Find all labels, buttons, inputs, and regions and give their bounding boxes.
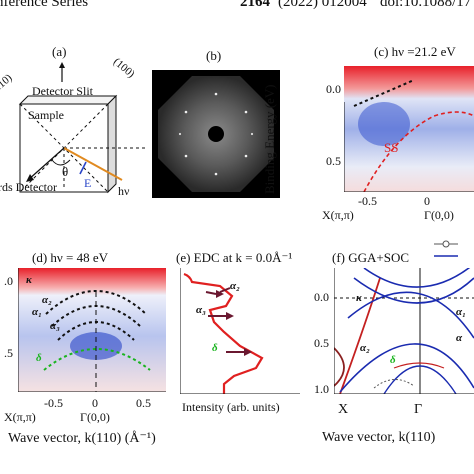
panel-d-xtick-1: 0 (92, 396, 98, 410)
panel-e-xlabel: Intensity (arb. units) (182, 400, 280, 414)
xaxis-label: Wave vector, k(110) (Å⁻¹) (8, 431, 156, 446)
detector-slit-label: Detector Slit (32, 84, 93, 98)
panel-e-band-alpha3: α₃ (196, 304, 206, 316)
panel-c-xpoint-X: X(π,π) (322, 208, 354, 222)
xaxis-label-f: Wave vector, k(110) (322, 430, 436, 445)
hv-label: hν (118, 184, 130, 198)
panel-b-label: (b) (206, 48, 222, 63)
panel-e-band-alpha2: α₂ (230, 280, 240, 292)
panel-d-band-alpha2: α₂ (42, 294, 52, 306)
panel-c-ytick-1: 0.5 (326, 154, 341, 168)
panel-c-xtick-1: 0 (424, 194, 430, 208)
panel-e-band-delta: δ (212, 342, 218, 354)
panel-e-arrows (205, 287, 252, 356)
panel-d-band-alpha1: α₁ (32, 306, 42, 318)
panel-f-ytick-2: 1.0 (314, 382, 329, 396)
panel-c-ytick-0: 0.0 (326, 82, 341, 96)
panel-f-band-alpha: α (456, 332, 463, 344)
panel-c-arpes-map (344, 66, 474, 192)
panel-c-xpoint-Gamma: Γ(0,0) (424, 208, 454, 222)
panel-d-band-alpha3: α₃ (50, 320, 60, 332)
panel-d-xtick-2: 0.5 (136, 396, 151, 410)
panel-f-ytick-1: 0.5 (314, 336, 329, 350)
panel-f-ytick-0: 0.0 (314, 290, 329, 304)
panel-c-xtick-0: -0.5 (358, 194, 377, 208)
panel-e-edc-curve (180, 268, 300, 394)
journal-year-page: (2022) 012004 (278, 0, 367, 10)
panel-d-band-delta: δ (36, 352, 42, 364)
panel-f-xpoint-X: X (338, 402, 349, 417)
panel-f-title: (f) GGA+SOC (332, 250, 410, 265)
journal-series: nference Series (0, 0, 89, 10)
panel-c-ylabel: Binding Energy (eV) (262, 84, 277, 194)
panel-f-legend (434, 240, 458, 257)
panel-f-band-kappa: κ (356, 292, 362, 304)
panel-f-band-structure (334, 268, 474, 394)
journal-doi: doi:10.1088/17 (380, 0, 472, 10)
leed-pattern (152, 70, 280, 198)
panel-d-ytick-0: .0 (4, 274, 13, 288)
panel-d-ytick-1: .5 (4, 346, 13, 360)
panel-e-title: (e) EDC at k = 0.0Å⁻¹ (176, 250, 293, 265)
panel-d-xpoint-Gamma: Γ(0,0) (80, 410, 110, 424)
efield-label: E (84, 176, 92, 190)
panel-d-arpes-map (18, 268, 166, 392)
journal-volume: 2164 (240, 0, 270, 10)
theta-label: θ (62, 164, 69, 179)
detector-label: rds Detector (0, 180, 57, 194)
panel-d-band-kappa: κ (26, 274, 32, 286)
panel-f-xpoint-Gamma: Γ (414, 402, 423, 417)
panel-f-band-alpha2: α₂ (360, 342, 370, 354)
sample-label: Sample (28, 108, 64, 122)
panel-d-title: (d) hν = 48 eV (32, 250, 109, 265)
panel-f-band-delta: δ (390, 354, 396, 366)
panel-d-xpoint-X: X(π,π) (4, 410, 36, 424)
panel-a-diagram (18, 62, 148, 194)
panel-f-band-alpha1: α₁ (456, 306, 466, 318)
panel-d-xtick-0: -0.5 (44, 396, 63, 410)
panel-a-label: (a) (52, 44, 67, 59)
surface-state-label: SS (384, 140, 399, 155)
panel-c-title: (c) hν =21.2 eV (374, 44, 456, 59)
